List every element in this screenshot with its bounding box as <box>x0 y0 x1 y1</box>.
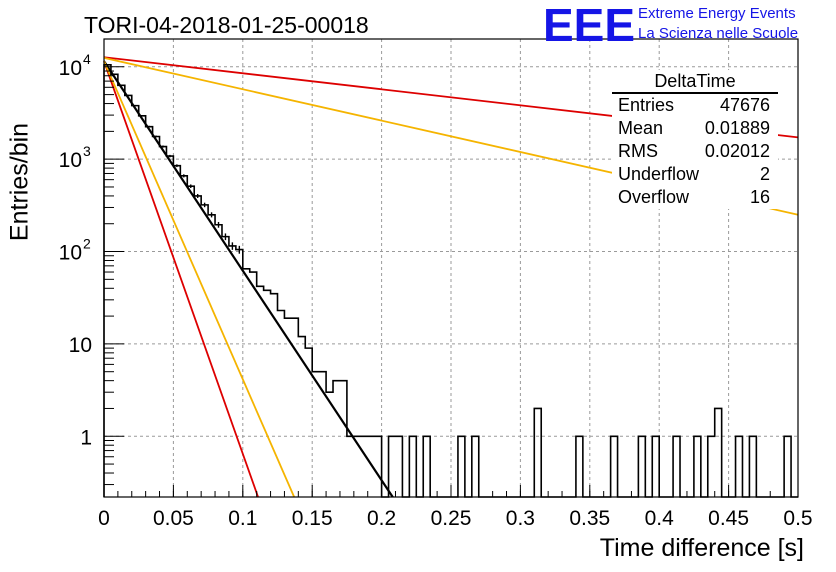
y-tick-exponent: 4 <box>83 51 91 67</box>
stats-row: Underflow 2 <box>612 163 778 186</box>
x-tick-label: 0.3 <box>506 507 535 530</box>
x-tick-label: 0.15 <box>292 507 333 530</box>
fit-curve <box>103 60 295 498</box>
stats-title: DeltaTime <box>612 70 778 94</box>
stats-row: Mean 0.01889 <box>612 117 778 140</box>
stats-label: Underflow <box>618 164 700 184</box>
stats-label: Entries <box>618 95 675 115</box>
stats-value: 47676 <box>719 95 770 115</box>
x-tick-label: 0.2 <box>367 507 396 530</box>
stats-value: 16 <box>749 187 770 207</box>
x-tick-label: 0.45 <box>708 507 749 530</box>
eee-logo-text: Extreme Energy Events La Scienza nelle S… <box>638 4 798 44</box>
x-tick-label: 0.1 <box>228 507 257 530</box>
y-tick-exponent: 2 <box>83 236 91 252</box>
y-tick-label: 10 <box>69 334 92 357</box>
stats-label: RMS <box>618 141 658 161</box>
x-tick-label: 0.5 <box>783 507 812 530</box>
y-tick-label: 10 <box>59 242 82 265</box>
x-tick-label: 0.4 <box>645 507 675 530</box>
stats-value: 0.01889 <box>704 118 770 138</box>
x-tick-label: 0.35 <box>569 507 610 530</box>
x-tick-label: 0.05 <box>153 507 194 530</box>
eee-logo-line2: La Scienza nelle Scuole <box>638 25 799 42</box>
fit-curve <box>103 60 259 498</box>
y-tick-exponent: 3 <box>83 143 91 159</box>
x-tick-label: 0 <box>98 507 110 530</box>
y-tick-label: 10 <box>59 149 82 172</box>
x-tick-label: 0.25 <box>431 507 472 530</box>
eee-logo: EEE <box>543 0 636 51</box>
stats-row: Entries 47676 <box>612 94 778 117</box>
stats-box: DeltaTime Entries 47676 Mean 0.01889 RMS… <box>612 70 778 209</box>
y-tick-label: 1 <box>80 426 92 449</box>
stats-value: 0.02012 <box>704 141 770 161</box>
stats-label: Overflow <box>618 187 690 207</box>
y-axis-label: Entries/bin <box>5 122 34 242</box>
x-axis-label: Time difference [s] <box>599 534 804 562</box>
x-axis: 0 0.05 0.1 0.15 0.2 0.25 0.3 0.35 0.4 0.45 0.5 <box>98 485 813 530</box>
stats-row: RMS 0.02012 <box>612 140 778 163</box>
stats-value: 2 <box>759 164 770 184</box>
y-tick-label: 10 <box>59 57 82 80</box>
eee-logo-line1: Extreme Energy Events <box>638 5 796 22</box>
stats-row: Overflow 16 <box>612 186 778 209</box>
stats-label: Mean <box>618 118 664 138</box>
chart-title: TORI-04-2018-01-25-00018 <box>84 12 369 38</box>
